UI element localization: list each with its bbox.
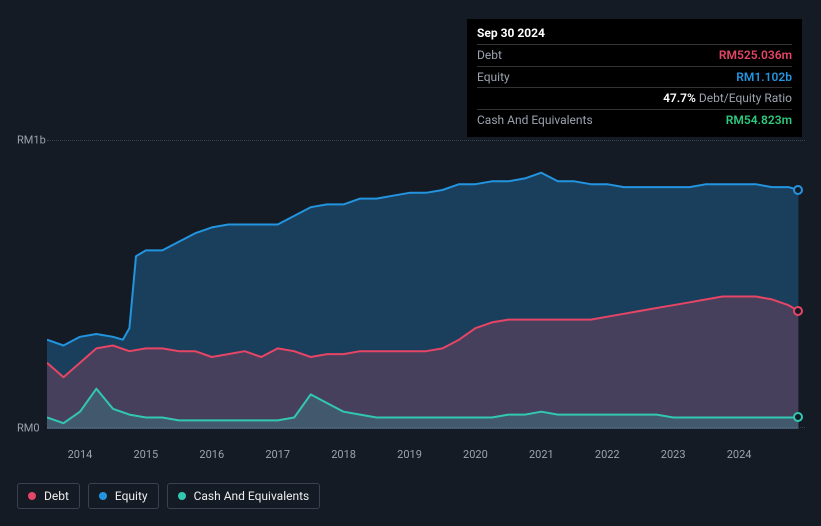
tooltip-value: RM1.102b (736, 69, 792, 86)
x-axis-label: 2018 (331, 448, 356, 461)
tooltip-row: Debt RM525.036m (477, 44, 792, 66)
legend-dot-icon (99, 492, 107, 500)
y-axis-label: RM1b (17, 134, 46, 147)
series-end-marker-cash-and-equivalents (793, 412, 803, 422)
legend-label: Cash And Equivalents (194, 489, 310, 503)
x-axis-label: 2016 (199, 448, 224, 461)
tooltip-label: Debt (477, 47, 502, 64)
chart-tooltip: Sep 30 2024 Debt RM525.036m Equity RM1.102b 4… (467, 19, 802, 137)
tooltip-row: Equity RM1.102b (477, 66, 792, 88)
legend-label: Debt (44, 489, 69, 503)
x-axis-label: 2024 (727, 448, 752, 461)
x-axis-label: 2023 (661, 448, 686, 461)
x-axis-label: 2020 (463, 448, 488, 461)
x-axis-label: 2022 (595, 448, 620, 461)
legend-label: Equity (115, 489, 148, 503)
legend-item-debt[interactable]: Debt (17, 483, 80, 509)
legend: Debt Equity Cash And Equivalents (17, 483, 320, 509)
debt-equity-chart: RM1b RM0 (17, 125, 805, 443)
legend-item-equity[interactable]: Equity (88, 483, 159, 509)
legend-dot-icon (28, 492, 36, 500)
tooltip-value: RM525.036m (719, 47, 792, 64)
x-axis-label: 2017 (265, 448, 290, 461)
legend-dot-icon (178, 492, 186, 500)
tooltip-title: Sep 30 2024 (477, 25, 792, 44)
legend-item-cash-and-equivalents[interactable]: Cash And Equivalents (167, 483, 321, 509)
x-axis-label: 2019 (397, 448, 422, 461)
y-axis-label: RM0 (17, 422, 40, 435)
tooltip-label: Equity (477, 69, 510, 86)
x-axis: 2014 2015 2016 2017 2018 2019 2020 2021 2022 2023… (47, 448, 805, 468)
plot-area[interactable] (47, 140, 805, 428)
tooltip-row: 47.7% Debt/Equity Ratio (477, 87, 792, 109)
series-end-marker-debt (793, 306, 803, 316)
series-end-marker-equity (793, 185, 803, 195)
x-axis-label: 2015 (133, 448, 158, 461)
x-axis-label: 2021 (529, 448, 554, 461)
tooltip-value: 47.7% Debt/Equity Ratio (663, 90, 792, 107)
x-axis-label: 2014 (68, 448, 93, 461)
